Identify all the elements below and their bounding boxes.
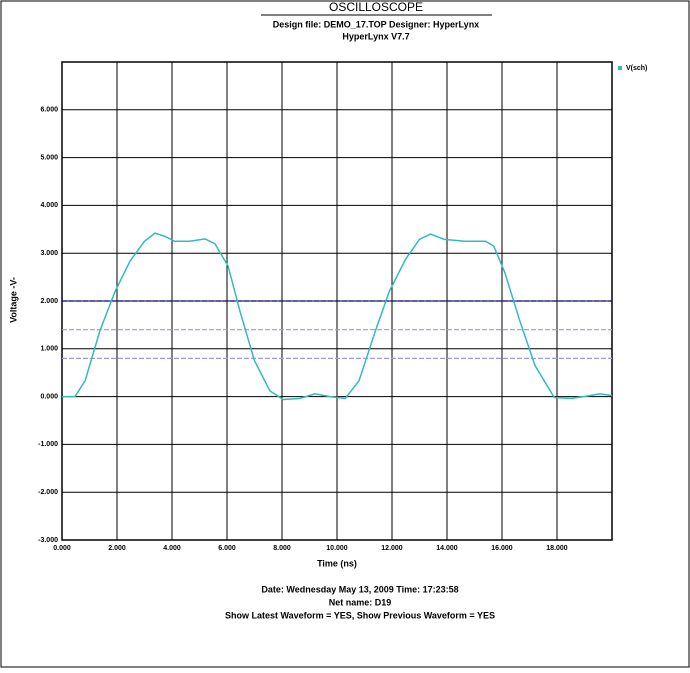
x-tick-label: 18.000 bbox=[546, 545, 568, 552]
x-tick-label: 16.000 bbox=[491, 545, 513, 552]
y-tick-label: 4.000 bbox=[40, 202, 58, 209]
y-tick-label: -1.000 bbox=[38, 441, 58, 448]
x-tick-label: 0.000 bbox=[53, 545, 71, 552]
x-tick-label: 10.000 bbox=[326, 545, 348, 552]
y-tick-label: 1.000 bbox=[40, 346, 58, 353]
chart-title: OSCILLOSCOPE bbox=[329, 0, 423, 14]
y-tick-label: 0.000 bbox=[40, 393, 58, 400]
x-tick-label: 6.000 bbox=[218, 545, 236, 552]
x-tick-label: 8.000 bbox=[273, 545, 291, 552]
legend-swatch bbox=[618, 66, 622, 70]
y-tick-label: 3.000 bbox=[40, 250, 58, 257]
legend-label: V(sch) bbox=[626, 65, 647, 72]
y-tick-label: 2.000 bbox=[40, 298, 58, 305]
x-tick-label: 14.000 bbox=[436, 545, 458, 552]
x-tick-label: 2.000 bbox=[108, 545, 126, 552]
subtitle: Design file: DEMO_17.TOP Designer: Hyper… bbox=[273, 19, 479, 29]
x-tick-label: 4.000 bbox=[163, 545, 181, 552]
y-tick-label: -3.000 bbox=[38, 537, 58, 544]
footer-text: Show Latest Waveform = YES, Show Previou… bbox=[225, 610, 495, 620]
subtitle: HyperLynx V7.7 bbox=[342, 31, 409, 41]
y-axis-label: Voltage -V- bbox=[8, 277, 18, 323]
footer-text: Net name: D19 bbox=[329, 597, 392, 607]
y-tick-label: 6.000 bbox=[40, 107, 58, 114]
y-tick-label: -2.000 bbox=[38, 489, 58, 496]
y-tick-label: 5.000 bbox=[40, 154, 58, 161]
series-line bbox=[62, 232, 613, 401]
x-axis-label: Time (ns) bbox=[317, 558, 357, 568]
x-tick-label: 12.000 bbox=[381, 545, 403, 552]
footer-text: Date: Wednesday May 13, 2009 Time: 17:23… bbox=[261, 584, 458, 594]
